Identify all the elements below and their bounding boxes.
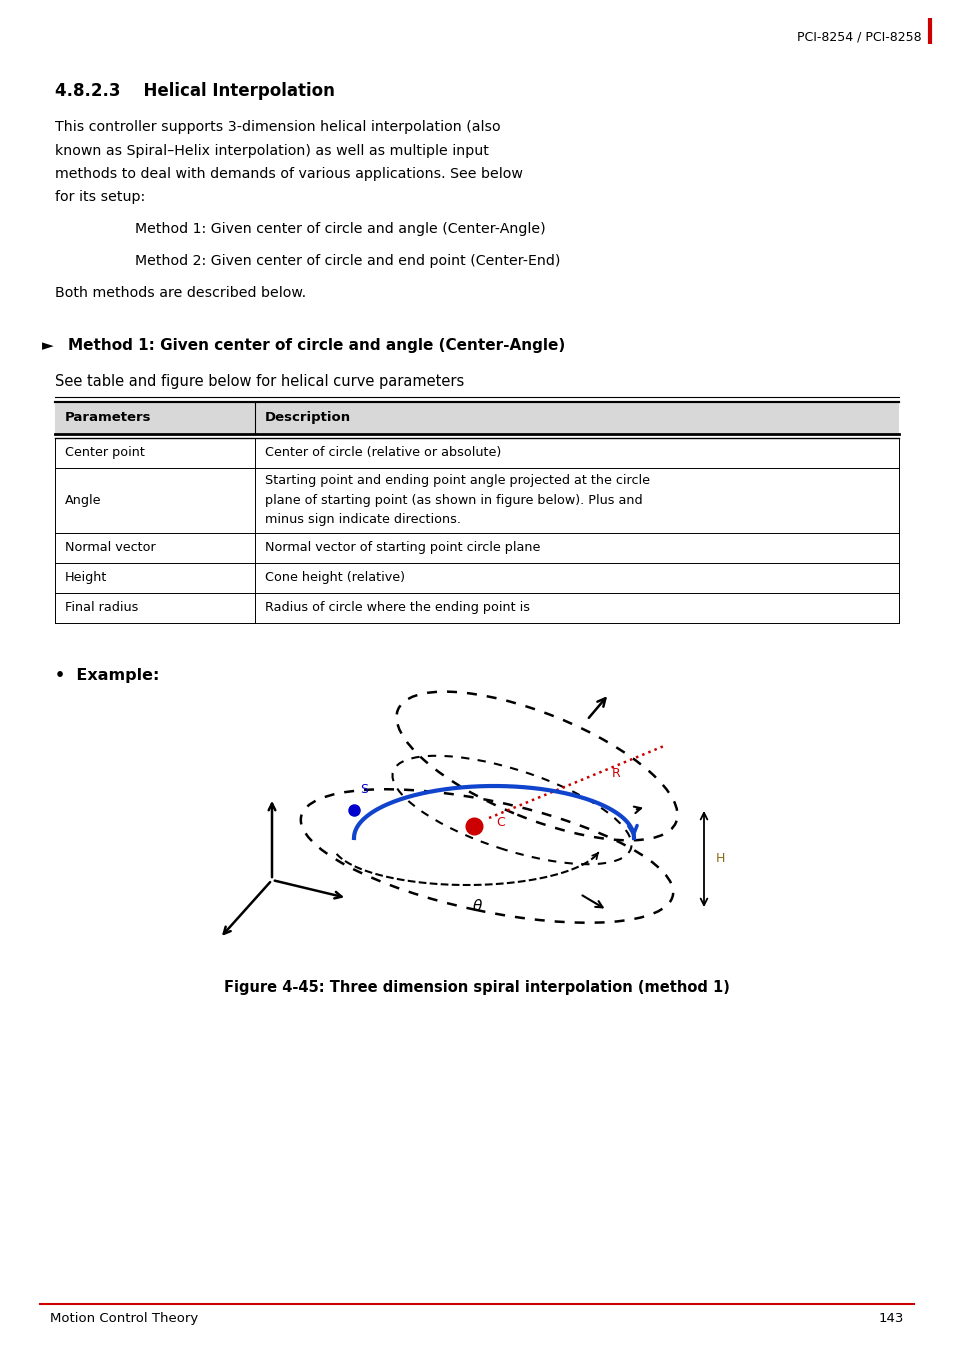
- Text: Description: Description: [265, 411, 351, 425]
- Text: for its setup:: for its setup:: [55, 191, 145, 204]
- Text: Normal vector: Normal vector: [65, 542, 155, 554]
- Text: $\theta$: $\theta$: [472, 898, 482, 914]
- Text: Angle: Angle: [65, 493, 101, 507]
- Text: •  Example:: • Example:: [55, 668, 159, 683]
- Text: 4.8.2.3    Helical Interpolation: 4.8.2.3 Helical Interpolation: [55, 82, 335, 100]
- Text: S: S: [359, 783, 368, 796]
- Text: Center of circle (relative or absolute): Center of circle (relative or absolute): [265, 446, 500, 460]
- Text: Parameters: Parameters: [65, 411, 152, 425]
- Text: minus sign indicate directions.: minus sign indicate directions.: [265, 514, 460, 526]
- Text: Method 1: Given center of circle and angle (Center-Angle): Method 1: Given center of circle and ang…: [135, 222, 545, 237]
- Text: Cone height (relative): Cone height (relative): [265, 572, 405, 584]
- Text: Figure 4-45: Three dimension spiral interpolation (method 1): Figure 4-45: Three dimension spiral inte…: [224, 980, 729, 995]
- Text: This controller supports 3-dimension helical interpolation (also: This controller supports 3-dimension hel…: [55, 120, 500, 134]
- Text: Both methods are described below.: Both methods are described below.: [55, 287, 306, 300]
- Text: Normal vector of starting point circle plane: Normal vector of starting point circle p…: [265, 542, 539, 554]
- Text: known as Spiral–Helix interpolation) as well as multiple input: known as Spiral–Helix interpolation) as …: [55, 143, 488, 157]
- Text: R: R: [611, 768, 619, 780]
- Text: H: H: [716, 853, 724, 865]
- Text: ►: ►: [42, 338, 53, 353]
- Bar: [55, 402, 898, 434]
- Text: PCI-8254 / PCI-8258: PCI-8254 / PCI-8258: [797, 30, 921, 43]
- Text: Height: Height: [65, 572, 108, 584]
- Text: Radius of circle where the ending point is: Radius of circle where the ending point …: [265, 602, 530, 615]
- Text: Starting point and ending point angle projected at the circle: Starting point and ending point angle pr…: [265, 475, 649, 488]
- Text: Method 1: Given center of circle and angle (Center-Angle): Method 1: Given center of circle and ang…: [68, 338, 565, 353]
- Text: 143: 143: [878, 1311, 903, 1325]
- Text: Final radius: Final radius: [65, 602, 138, 615]
- Text: Method 2: Given center of circle and end point (Center-End): Method 2: Given center of circle and end…: [135, 254, 559, 268]
- Text: See table and figure below for helical curve parameters: See table and figure below for helical c…: [55, 375, 464, 389]
- Text: Center point: Center point: [65, 446, 145, 460]
- Text: methods to deal with demands of various applications. See below: methods to deal with demands of various …: [55, 168, 522, 181]
- Text: Motion Control Theory: Motion Control Theory: [50, 1311, 198, 1325]
- Text: C: C: [496, 817, 504, 830]
- Text: plane of starting point (as shown in figure below). Plus and: plane of starting point (as shown in fig…: [265, 493, 642, 507]
